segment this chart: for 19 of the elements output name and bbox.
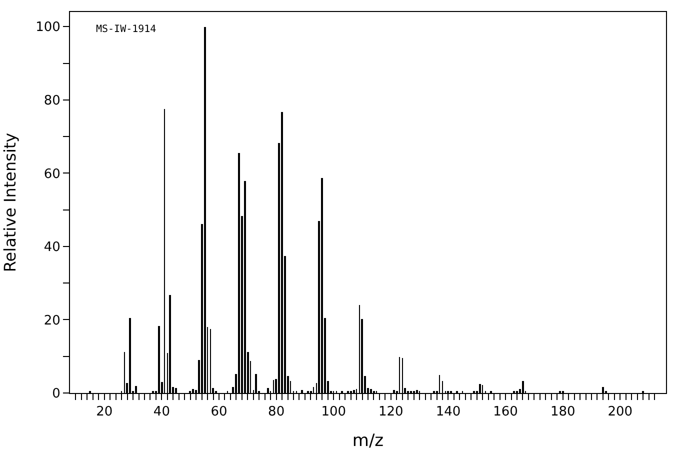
y-axis-title: Relative Intensity <box>0 132 20 272</box>
y-tick-label: 0 <box>52 386 60 402</box>
x-tick-label: 120 <box>378 404 404 420</box>
y-tick-label: 20 <box>44 313 60 328</box>
x-tick-label: 60 <box>210 404 228 420</box>
x-axis-title: m/z <box>352 431 384 451</box>
y-tick-label: 40 <box>44 240 60 256</box>
x-tick-label: 200 <box>608 404 633 420</box>
y-tick-label: 100 <box>36 20 60 36</box>
x-tick-label: 20 <box>96 404 113 420</box>
x-tick-label: 160 <box>493 404 518 420</box>
x-tick-label: 100 <box>321 404 346 420</box>
x-tick-label: 180 <box>550 404 576 420</box>
x-tick-label: 140 <box>436 404 461 420</box>
x-tick-label: 40 <box>153 404 170 420</box>
annotation: MS-IW-1914 <box>96 24 156 35</box>
y-tick-label: 60 <box>44 166 60 182</box>
x-tick-label: 80 <box>268 404 285 420</box>
y-tick-label: 80 <box>44 93 60 108</box>
